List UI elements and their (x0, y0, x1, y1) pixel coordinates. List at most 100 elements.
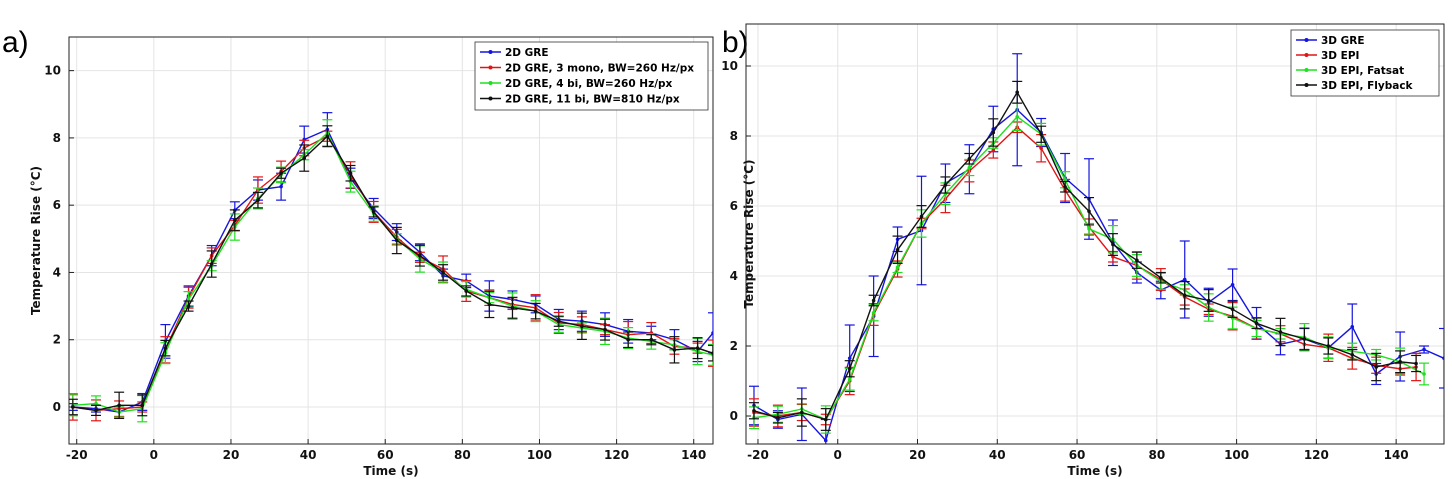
data-point (695, 346, 700, 350)
x-tick-label: 20 (223, 448, 240, 462)
x-tick-label: 0 (834, 448, 842, 462)
data-point (1182, 293, 1187, 298)
y-tick-label: 8 (53, 131, 61, 145)
data-point (209, 262, 214, 266)
data-point (847, 377, 852, 382)
legend-swatch-marker (1304, 83, 1309, 87)
data-point (1302, 337, 1307, 341)
data-point (1063, 184, 1067, 189)
data-point (1398, 359, 1402, 364)
x-tick-label: 120 (604, 448, 629, 462)
data-point (580, 324, 584, 329)
data-point (279, 171, 283, 176)
data-point (1206, 298, 1211, 303)
data-point (967, 156, 972, 161)
data-point (487, 302, 492, 307)
data-point (626, 337, 630, 342)
data-point (348, 171, 353, 176)
data-point (1350, 324, 1355, 329)
legend-label: 3D GRE (1321, 35, 1365, 47)
series-group (748, 53, 1444, 444)
data-point (94, 408, 98, 413)
legend-swatch-marker (488, 50, 493, 54)
data-point (418, 253, 422, 258)
data-point (233, 218, 237, 223)
y-tick-label: 10 (44, 64, 61, 78)
y-tick-label: 8 (730, 129, 738, 143)
data-point (991, 148, 996, 152)
data-point (1422, 347, 1426, 352)
data-point (847, 356, 852, 361)
x-tick-label: 40 (989, 448, 1006, 462)
y-tick-label: 2 (730, 339, 738, 353)
y-tick-label: 6 (53, 198, 61, 212)
data-point (1230, 282, 1235, 287)
data-point (1442, 356, 1444, 361)
legend-label: 2D GRE, 3 mono, BW=260 Hz/px (505, 63, 694, 75)
data-point (871, 298, 876, 303)
legend-label: 2D GRE (505, 47, 549, 59)
y-tick-label: 0 (53, 400, 61, 414)
x-axis-label: Time (s) (1067, 464, 1122, 478)
data-point (94, 401, 98, 406)
legend-swatch-marker (1304, 68, 1309, 72)
data-point (943, 183, 948, 187)
data-point (279, 184, 283, 189)
data-point (1039, 132, 1043, 137)
x-tick-label: 20 (909, 448, 926, 462)
x-tick-label: 120 (1304, 448, 1329, 462)
data-point (800, 410, 804, 415)
x-tick-label: 80 (1148, 448, 1165, 462)
data-point (895, 265, 900, 270)
data-point (1015, 114, 1020, 119)
data-point (711, 331, 713, 335)
data-point (394, 238, 399, 243)
legend: 2D GRE 2D GRE, 3 mono, BW=260 Hz/px 2D GRE… (474, 41, 709, 111)
y-tick-label: 4 (53, 265, 61, 279)
data-point (325, 134, 330, 139)
data-point (603, 327, 607, 332)
series-2d-gre-4-bi-bw-260-hz-px (69, 119, 713, 423)
data-point (371, 210, 376, 214)
legend-label: 3D EPI, Fatsat (1321, 65, 1404, 77)
series-line (753, 109, 1444, 442)
x-tick-label: 80 (454, 448, 471, 462)
panel-letter: b) (722, 26, 749, 59)
data-point (71, 405, 75, 409)
data-point (752, 408, 756, 413)
data-point (1039, 146, 1043, 151)
data-point (919, 214, 924, 219)
x-tick-label: 60 (1069, 448, 1086, 462)
data-point (1063, 177, 1067, 182)
data-point (556, 319, 561, 324)
legend-swatch-marker (488, 81, 493, 85)
data-point (1015, 90, 1020, 95)
legend-item: 3D EPI (1296, 50, 1359, 62)
y-tick-label: 10 (721, 59, 738, 73)
data-point (1326, 344, 1331, 348)
data-point (186, 297, 191, 302)
panel-letter: a) (2, 26, 29, 59)
x-tick-label: -20 (66, 448, 88, 462)
legend-item: 2D GRE, 4 bi, BW=260 Hz/px (480, 78, 673, 90)
x-tick-label: 0 (150, 448, 158, 462)
legend: 3D GRE 3D EPI 3D EPI, Fatsat 3D EPI, Flybac… (1290, 29, 1440, 97)
data-point (1135, 258, 1139, 263)
series-3d-epi-fatsat (748, 102, 1430, 434)
legend-label: 2D GRE, 11 bi, BW=810 Hz/px (505, 94, 680, 106)
x-tick-label: 140 (1384, 448, 1409, 462)
legend-item: 3D EPI, Fatsat (1296, 65, 1404, 77)
legend-swatch-marker (488, 65, 493, 70)
data-point (847, 366, 852, 371)
legend-box (474, 41, 709, 111)
x-tick-label: 100 (527, 448, 552, 462)
data-point (441, 270, 445, 275)
data-point (967, 165, 972, 170)
x-axis-label: Time (s) (363, 464, 418, 478)
legend-swatch-marker (1304, 53, 1309, 57)
y-tick-label: 2 (53, 333, 61, 347)
data-point (895, 247, 900, 252)
data-point (776, 415, 780, 420)
data-point (1414, 361, 1418, 366)
